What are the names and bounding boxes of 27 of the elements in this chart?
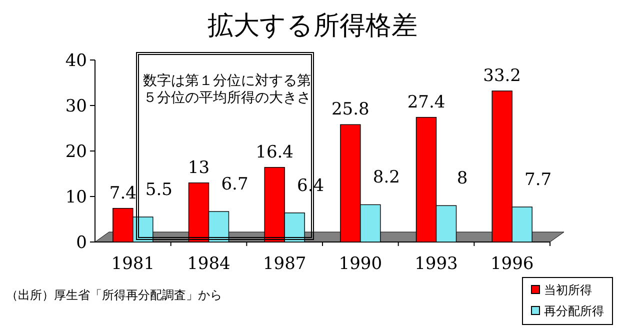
legend-label: 再分配所得: [544, 304, 604, 318]
data-label: 16.4: [256, 142, 294, 162]
x-tick-label: 1990: [338, 254, 382, 274]
data-label: 6.7: [221, 174, 248, 195]
data-label: 13: [188, 158, 210, 178]
x-tick-label: 1984: [187, 254, 230, 274]
data-label: 7.4: [109, 183, 136, 204]
data-label: 8.2: [372, 168, 400, 188]
y-tick-label: 20: [65, 142, 87, 162]
y-tick-label: 40: [65, 51, 87, 71]
text: （出所）厚生省「所得再分配調査」から: [6, 287, 222, 304]
x-tick-label: 1987: [262, 254, 306, 274]
data-label: 5.5: [145, 180, 172, 200]
x-tick-label: 1996: [490, 254, 534, 274]
y-tick-label: 30: [65, 96, 87, 116]
y-tick-label: 0: [76, 233, 87, 253]
data-label: 33.2: [483, 66, 522, 86]
x-tick-label: 1993: [414, 254, 458, 274]
data-label: 8: [456, 168, 468, 189]
legend-label: 当初所得: [544, 283, 592, 297]
data-label: 25.8: [331, 100, 370, 120]
annotation: 数字は第１分位に対する第５分位の平均所得の大きさ: [143, 73, 311, 106]
data-label: 27.4: [407, 92, 446, 112]
chart-title: 拡大する所得格差: [206, 10, 418, 43]
y-tick-label: 10: [65, 188, 87, 208]
x-tick-label: 1981: [111, 254, 155, 274]
data-label: 7.7: [524, 170, 552, 190]
